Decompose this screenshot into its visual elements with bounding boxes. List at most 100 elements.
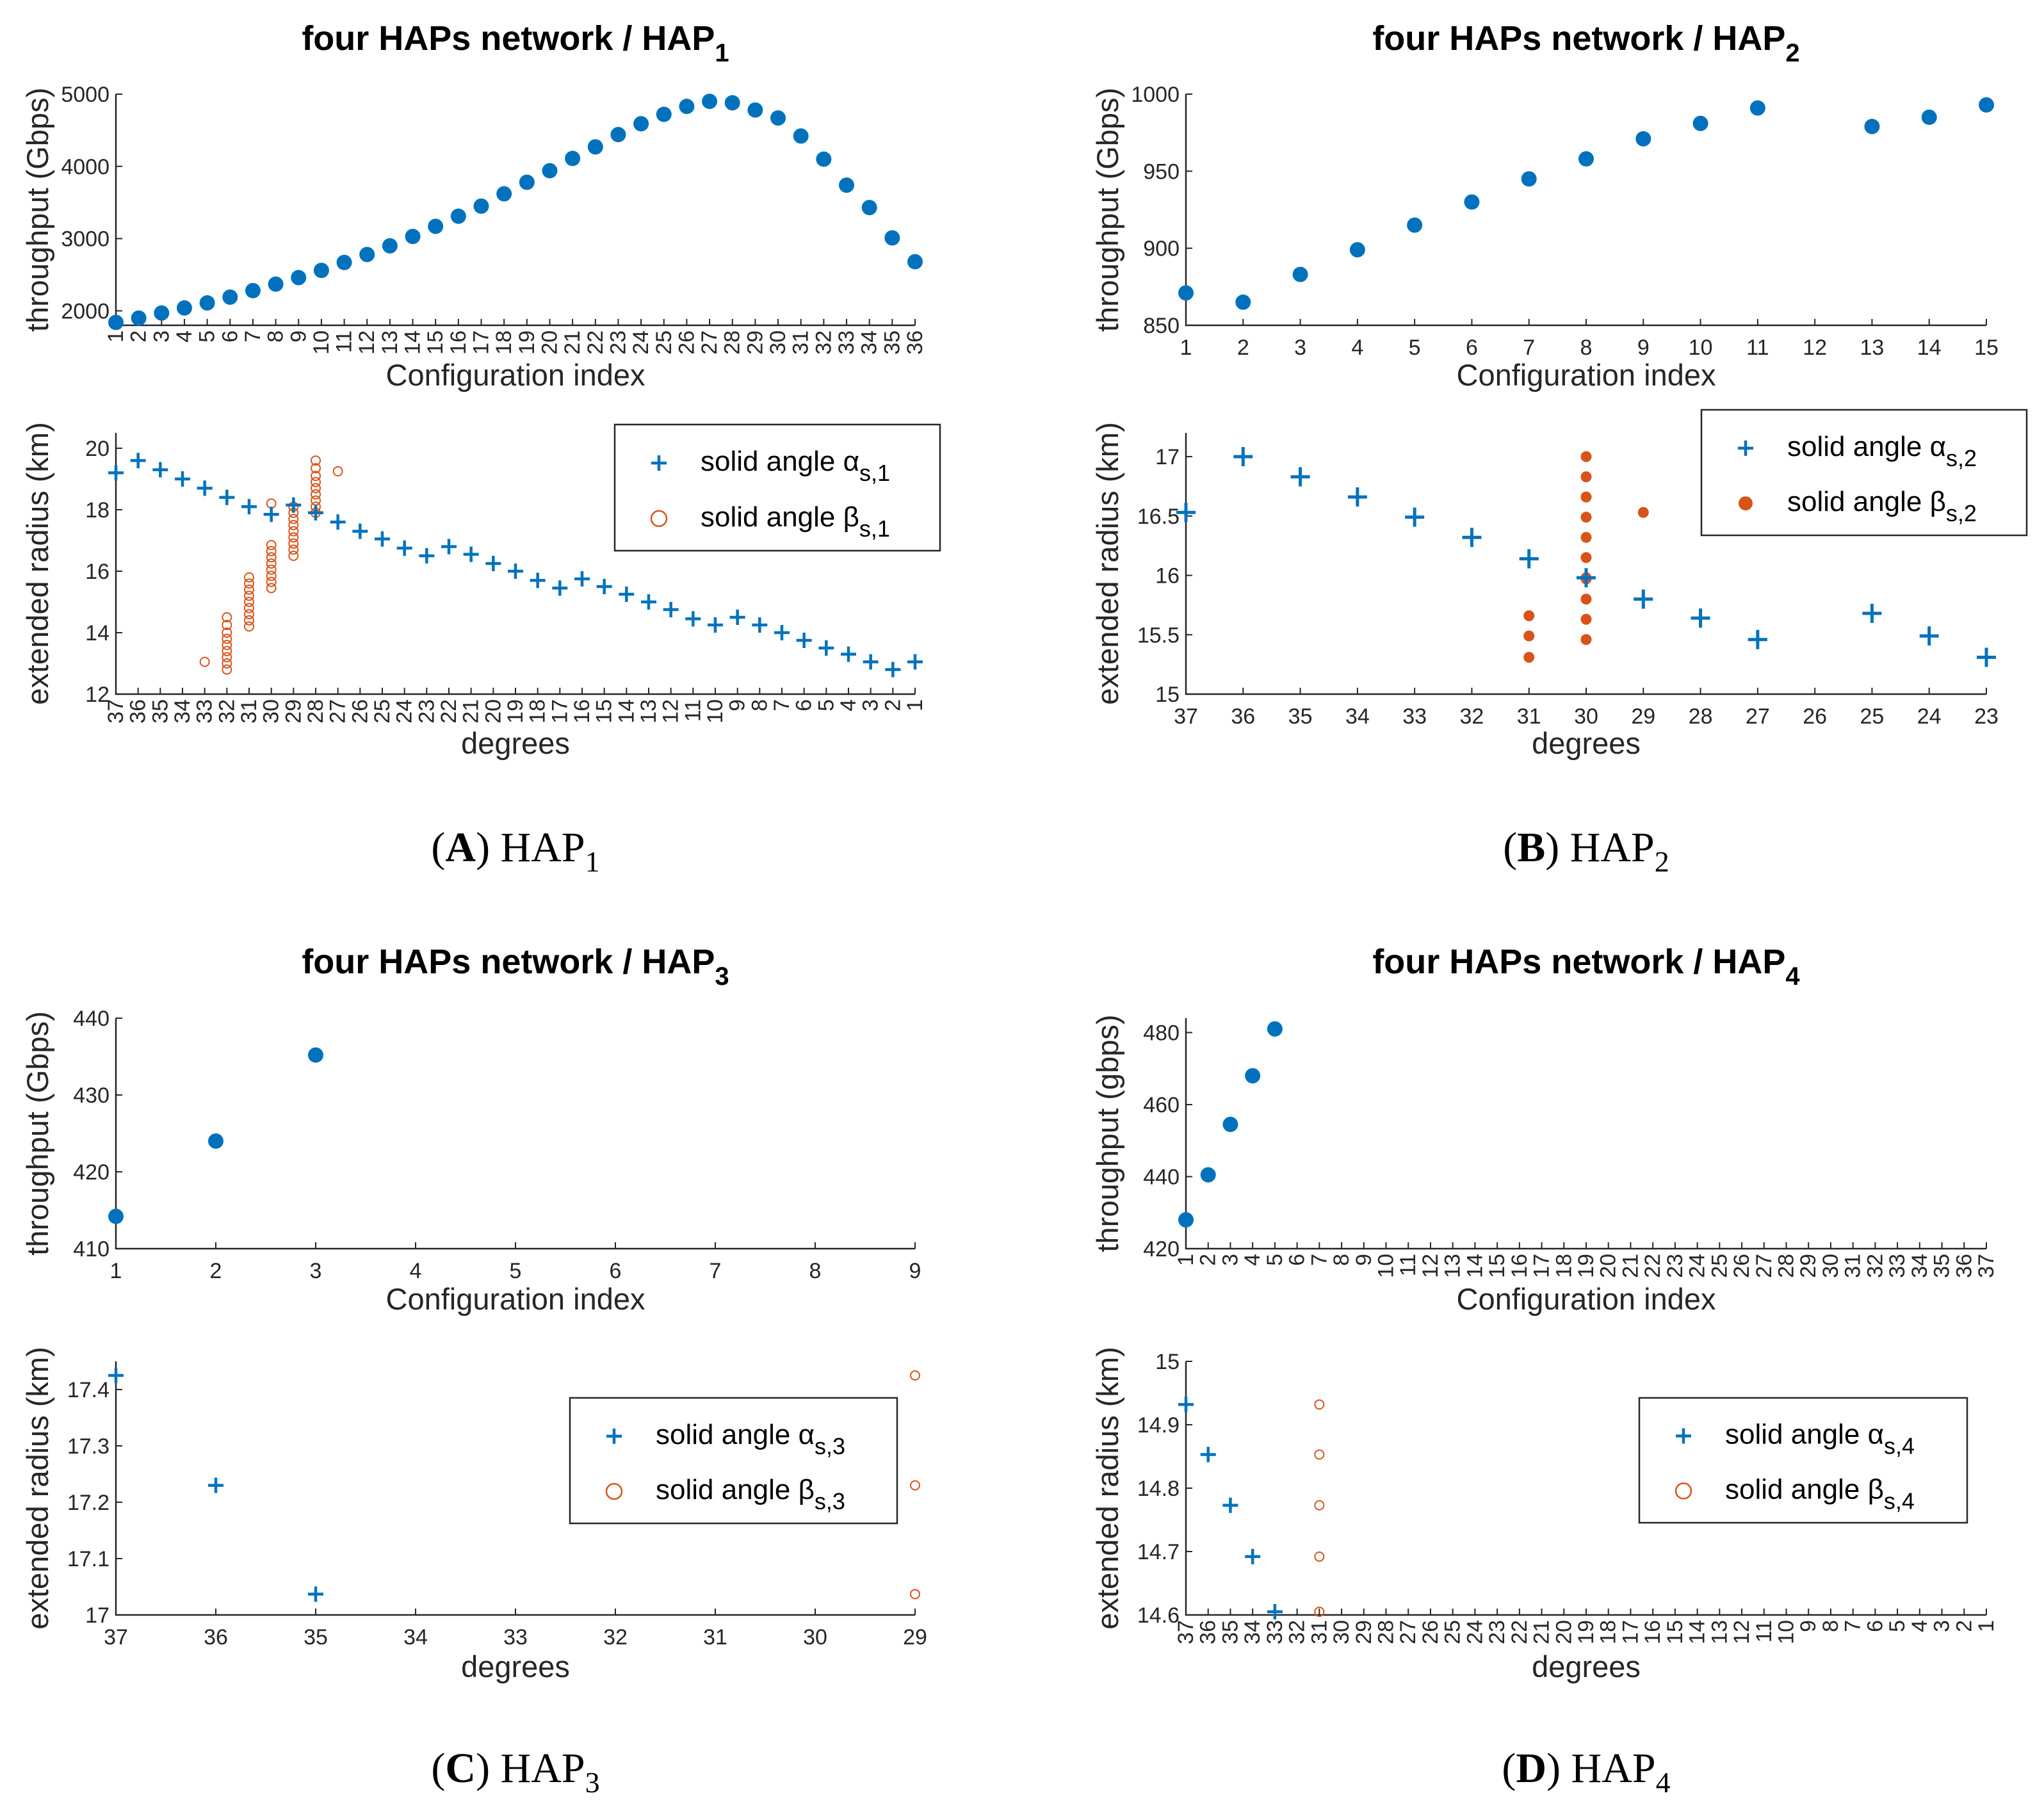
radius-xtick-label: 26 xyxy=(348,699,372,724)
throughput-xtick-label: 3 xyxy=(310,1259,322,1283)
legend-alpha-marker xyxy=(1738,440,1753,456)
alpha-point xyxy=(1519,549,1539,569)
throughput-xtick-label: 7 xyxy=(241,330,265,343)
throughput-axes xyxy=(1185,1018,1986,1250)
legend-alpha-label: solid angle αs,1 xyxy=(701,446,890,486)
throughput-xtick-label: 29 xyxy=(743,330,767,355)
beta-point xyxy=(311,455,321,466)
radius-xtick-label: 29 xyxy=(1631,704,1655,729)
plot-title: four HAPs network / HAP3 xyxy=(302,943,729,991)
throughput-xtick-label: 28 xyxy=(720,330,745,355)
throughput-xtick-label: 29 xyxy=(1796,1254,1821,1278)
radius-xtick-label: 23 xyxy=(1485,1620,1509,1644)
throughput-xtick-label: 35 xyxy=(880,330,904,355)
radius-ylabel: extended radius (km) xyxy=(1091,1347,1124,1629)
alpha-point xyxy=(241,499,257,515)
beta-point xyxy=(332,466,343,476)
radius-ylabel: extended radius (km) xyxy=(20,1347,54,1629)
beta-point xyxy=(222,628,232,638)
beta-point xyxy=(222,658,232,669)
throughput-axes xyxy=(115,94,915,327)
throughput-xtick-label: 7 xyxy=(1307,1254,1331,1266)
radius-xtick-label: 23 xyxy=(1974,704,1999,729)
throughput-ytick-label: 480 xyxy=(1143,1021,1180,1046)
beta-point xyxy=(1580,471,1592,483)
throughput-xtick-label: 2 xyxy=(1237,336,1249,360)
beta-point xyxy=(1580,451,1592,462)
throughput-xtick-label: 11 xyxy=(1746,336,1769,360)
radius-xtick-label: 33 xyxy=(1402,704,1427,729)
beta-point xyxy=(288,526,299,537)
throughput-point xyxy=(1349,242,1365,258)
throughput-xtick-label: 21 xyxy=(1618,1254,1642,1278)
beta-point xyxy=(244,584,254,595)
throughput-point xyxy=(1979,97,1994,113)
throughput-point xyxy=(587,139,603,155)
alpha-point xyxy=(130,453,146,469)
beta-point xyxy=(1314,1500,1325,1511)
beta-point xyxy=(1314,1551,1325,1562)
beta-point xyxy=(244,572,254,583)
radius-xtick-label: 31 xyxy=(237,699,261,724)
throughput-xlabel: Configuration index xyxy=(1457,358,1716,392)
throughput-xtick-label: 7 xyxy=(710,1259,722,1283)
throughput-point xyxy=(154,305,170,321)
throughput-point xyxy=(131,310,147,326)
radius-xtick-label: 20 xyxy=(1552,1620,1576,1644)
throughput-ytick-label: 460 xyxy=(1143,1093,1180,1117)
alpha-point xyxy=(1691,608,1710,628)
throughput-point xyxy=(839,177,855,193)
alpha-point xyxy=(1577,568,1596,588)
throughput-point xyxy=(793,128,809,144)
legend-beta-marker xyxy=(650,510,668,528)
radius-ytick-label: 16 xyxy=(1155,564,1180,588)
throughput-xtick-label: 14 xyxy=(1463,1254,1487,1278)
radius-xlabel: degrees xyxy=(461,726,570,760)
throughput-ytick-label: 850 xyxy=(1143,314,1180,338)
alpha-point xyxy=(641,594,656,610)
throughput-ytick-label: 5000 xyxy=(61,83,110,107)
throughput-point xyxy=(496,186,512,202)
radius-xlabel: degrees xyxy=(1532,1650,1641,1683)
radius-ytick-label: 14.7 xyxy=(1137,1540,1180,1564)
beta-point xyxy=(288,520,299,530)
radius-xtick-label: 13 xyxy=(637,699,661,724)
radius-xtick-label: 33 xyxy=(503,1625,528,1650)
radius-ytick-label: 12 xyxy=(85,683,110,707)
alpha-point xyxy=(907,654,923,670)
legend-alpha-label: solid angle αs,2 xyxy=(1787,431,1977,471)
throughput-ytick-label: 420 xyxy=(1143,1237,1180,1261)
radius-xtick-label: 34 xyxy=(1345,704,1370,729)
alpha-point xyxy=(1290,467,1310,487)
beta-point xyxy=(222,620,232,630)
throughput-xlabel: Configuration index xyxy=(1457,1282,1716,1316)
alpha-point xyxy=(175,471,190,487)
radius-xtick-label: 4 xyxy=(836,699,861,711)
radius-xtick-label: 32 xyxy=(215,699,239,724)
beta-point xyxy=(288,551,299,561)
throughput-point xyxy=(1635,131,1651,147)
alpha-point xyxy=(375,531,390,547)
throughput-xtick-label: 5 xyxy=(1409,336,1421,360)
radius-xtick-label: 12 xyxy=(1730,1620,1754,1644)
beta-point xyxy=(311,463,321,474)
throughput-point xyxy=(542,163,558,179)
beta-point xyxy=(1523,610,1535,622)
beta-point xyxy=(244,597,254,607)
throughput-point xyxy=(208,1133,223,1149)
alpha-point xyxy=(1634,589,1653,609)
alpha-point xyxy=(1267,1604,1283,1620)
throughput-xtick-label: 23 xyxy=(606,330,630,355)
alpha-point xyxy=(108,1368,124,1383)
beta-point xyxy=(1523,652,1535,663)
alpha-point xyxy=(596,579,612,594)
radius-ytick-label: 15 xyxy=(1155,1350,1180,1374)
beta-point xyxy=(910,1589,920,1600)
alpha-point xyxy=(663,602,679,617)
beta-point xyxy=(1580,531,1592,543)
beta-point xyxy=(1314,1607,1325,1617)
legend-alpha-marker xyxy=(606,1428,622,1444)
beta-point xyxy=(266,571,277,581)
alpha-point xyxy=(330,514,346,530)
